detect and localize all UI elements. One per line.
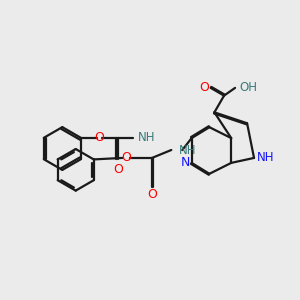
Text: OH: OH bbox=[239, 80, 257, 94]
Text: NH: NH bbox=[256, 152, 274, 164]
Text: O: O bbox=[121, 152, 131, 164]
Text: O: O bbox=[113, 163, 123, 176]
Text: O: O bbox=[199, 81, 209, 94]
Text: O: O bbox=[94, 131, 104, 144]
Text: N: N bbox=[181, 156, 190, 169]
Text: NH: NH bbox=[138, 131, 155, 144]
Text: NH: NH bbox=[179, 143, 197, 157]
Text: O: O bbox=[147, 188, 157, 201]
